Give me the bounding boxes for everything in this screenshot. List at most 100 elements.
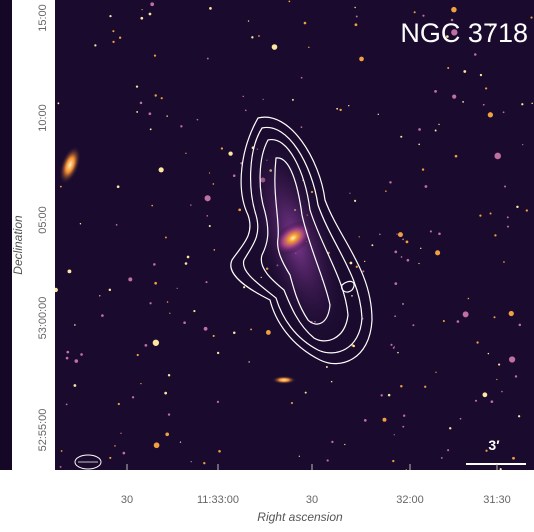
star [112, 30, 114, 32]
star [288, 0, 290, 2]
star [304, 22, 307, 25]
star [394, 434, 395, 435]
star [326, 366, 328, 368]
star [455, 155, 458, 158]
star [400, 136, 402, 138]
star [400, 385, 402, 387]
scale-bar-label: 3′ [488, 437, 500, 453]
star [438, 232, 441, 235]
star [213, 249, 215, 251]
star [221, 147, 223, 149]
star [308, 47, 309, 48]
star [522, 144, 523, 145]
star [403, 415, 405, 417]
star [123, 452, 126, 455]
star [394, 282, 397, 285]
star [251, 36, 253, 38]
x-axis-label: Right ascension [257, 510, 343, 524]
star [261, 277, 262, 278]
star [468, 298, 470, 300]
star [140, 17, 143, 20]
star [168, 413, 170, 415]
star [430, 230, 432, 232]
star [485, 87, 487, 89]
star [501, 391, 503, 393]
star [371, 244, 373, 246]
star [149, 112, 152, 115]
star [292, 99, 294, 101]
star [248, 20, 249, 21]
star [187, 256, 190, 259]
star [233, 174, 236, 177]
star [354, 200, 356, 202]
star [119, 37, 121, 39]
star [114, 445, 116, 447]
star [74, 324, 76, 326]
star [165, 237, 167, 239]
star [242, 96, 244, 98]
star [420, 248, 421, 249]
star [491, 400, 494, 403]
star [245, 110, 247, 112]
star [519, 324, 522, 327]
star [209, 7, 212, 10]
star [299, 456, 300, 457]
star [392, 460, 394, 462]
star [402, 426, 404, 428]
star [183, 321, 186, 324]
star [151, 205, 153, 207]
star [60, 466, 62, 468]
star [203, 462, 205, 464]
star [425, 185, 428, 188]
star [205, 195, 211, 201]
star [167, 301, 169, 303]
star [117, 185, 120, 188]
star [412, 324, 414, 326]
star [422, 15, 424, 17]
star [109, 289, 111, 291]
star [94, 44, 96, 46]
star [509, 311, 514, 316]
star [402, 238, 404, 240]
star [150, 2, 154, 6]
star [407, 259, 410, 262]
star [350, 262, 353, 265]
star [116, 224, 118, 226]
y-tick-label: 52:55:00 [37, 409, 49, 452]
star [206, 215, 208, 217]
star [443, 320, 445, 322]
star [238, 208, 241, 211]
x-tick-label: 30 [306, 494, 318, 506]
star [213, 335, 215, 337]
star [109, 15, 111, 17]
star [531, 103, 532, 104]
star [74, 359, 78, 363]
star [185, 262, 188, 265]
star [418, 263, 419, 264]
x-tick-label: 11:33:00 [197, 494, 239, 506]
star [161, 97, 163, 99]
star [354, 7, 355, 8]
star [301, 126, 303, 128]
star [494, 153, 501, 160]
star [422, 168, 424, 170]
y-tick-label: 10:00 [37, 104, 49, 132]
star [496, 379, 497, 380]
star [507, 226, 509, 228]
star [185, 153, 186, 154]
star [327, 459, 329, 461]
star [169, 313, 170, 314]
star [530, 17, 532, 19]
star [488, 112, 493, 117]
star [331, 441, 333, 443]
star [389, 181, 391, 183]
star [394, 251, 397, 254]
star [355, 23, 358, 26]
star [109, 457, 111, 459]
star [396, 234, 397, 235]
star [99, 295, 100, 296]
star [359, 57, 364, 62]
star [526, 209, 528, 211]
star [154, 282, 157, 285]
star [217, 401, 219, 403]
